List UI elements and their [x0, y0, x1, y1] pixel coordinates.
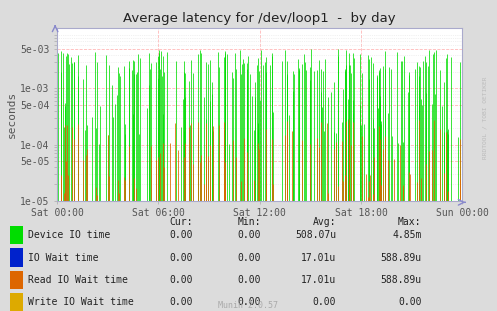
Text: Read IO Wait time: Read IO Wait time — [28, 275, 128, 285]
Bar — [10, 248, 23, 267]
Text: 0.00: 0.00 — [313, 297, 336, 307]
Text: 0.00: 0.00 — [169, 275, 192, 285]
Text: 0.00: 0.00 — [169, 230, 192, 240]
Text: Min:: Min: — [237, 217, 260, 227]
Text: Write IO Wait time: Write IO Wait time — [28, 297, 134, 307]
Text: RRDTOOL / TOBI OETIKER: RRDTOOL / TOBI OETIKER — [482, 77, 487, 160]
Bar — [10, 293, 23, 311]
Text: 17.01u: 17.01u — [301, 275, 336, 285]
Text: Device IO time: Device IO time — [28, 230, 111, 240]
Y-axis label: seconds: seconds — [7, 91, 17, 138]
Text: Max:: Max: — [398, 217, 421, 227]
Text: Cur:: Cur: — [169, 217, 192, 227]
Bar — [10, 271, 23, 289]
Text: 17.01u: 17.01u — [301, 253, 336, 262]
Text: 0.00: 0.00 — [237, 297, 260, 307]
Text: 0.00: 0.00 — [237, 275, 260, 285]
Text: IO Wait time: IO Wait time — [28, 253, 99, 262]
Text: 0.00: 0.00 — [237, 253, 260, 262]
Text: Munin 2.0.57: Munin 2.0.57 — [219, 301, 278, 310]
Bar — [10, 226, 23, 244]
Text: 0.00: 0.00 — [169, 297, 192, 307]
Text: 0.00: 0.00 — [398, 297, 421, 307]
Title: Average latency for /dev/loop1  -  by day: Average latency for /dev/loop1 - by day — [123, 12, 396, 26]
Text: 588.89u: 588.89u — [380, 253, 421, 262]
Text: 508.07u: 508.07u — [295, 230, 336, 240]
Text: Avg:: Avg: — [313, 217, 336, 227]
Text: 4.85m: 4.85m — [392, 230, 421, 240]
Text: 0.00: 0.00 — [237, 230, 260, 240]
Text: 0.00: 0.00 — [169, 253, 192, 262]
Text: 588.89u: 588.89u — [380, 275, 421, 285]
